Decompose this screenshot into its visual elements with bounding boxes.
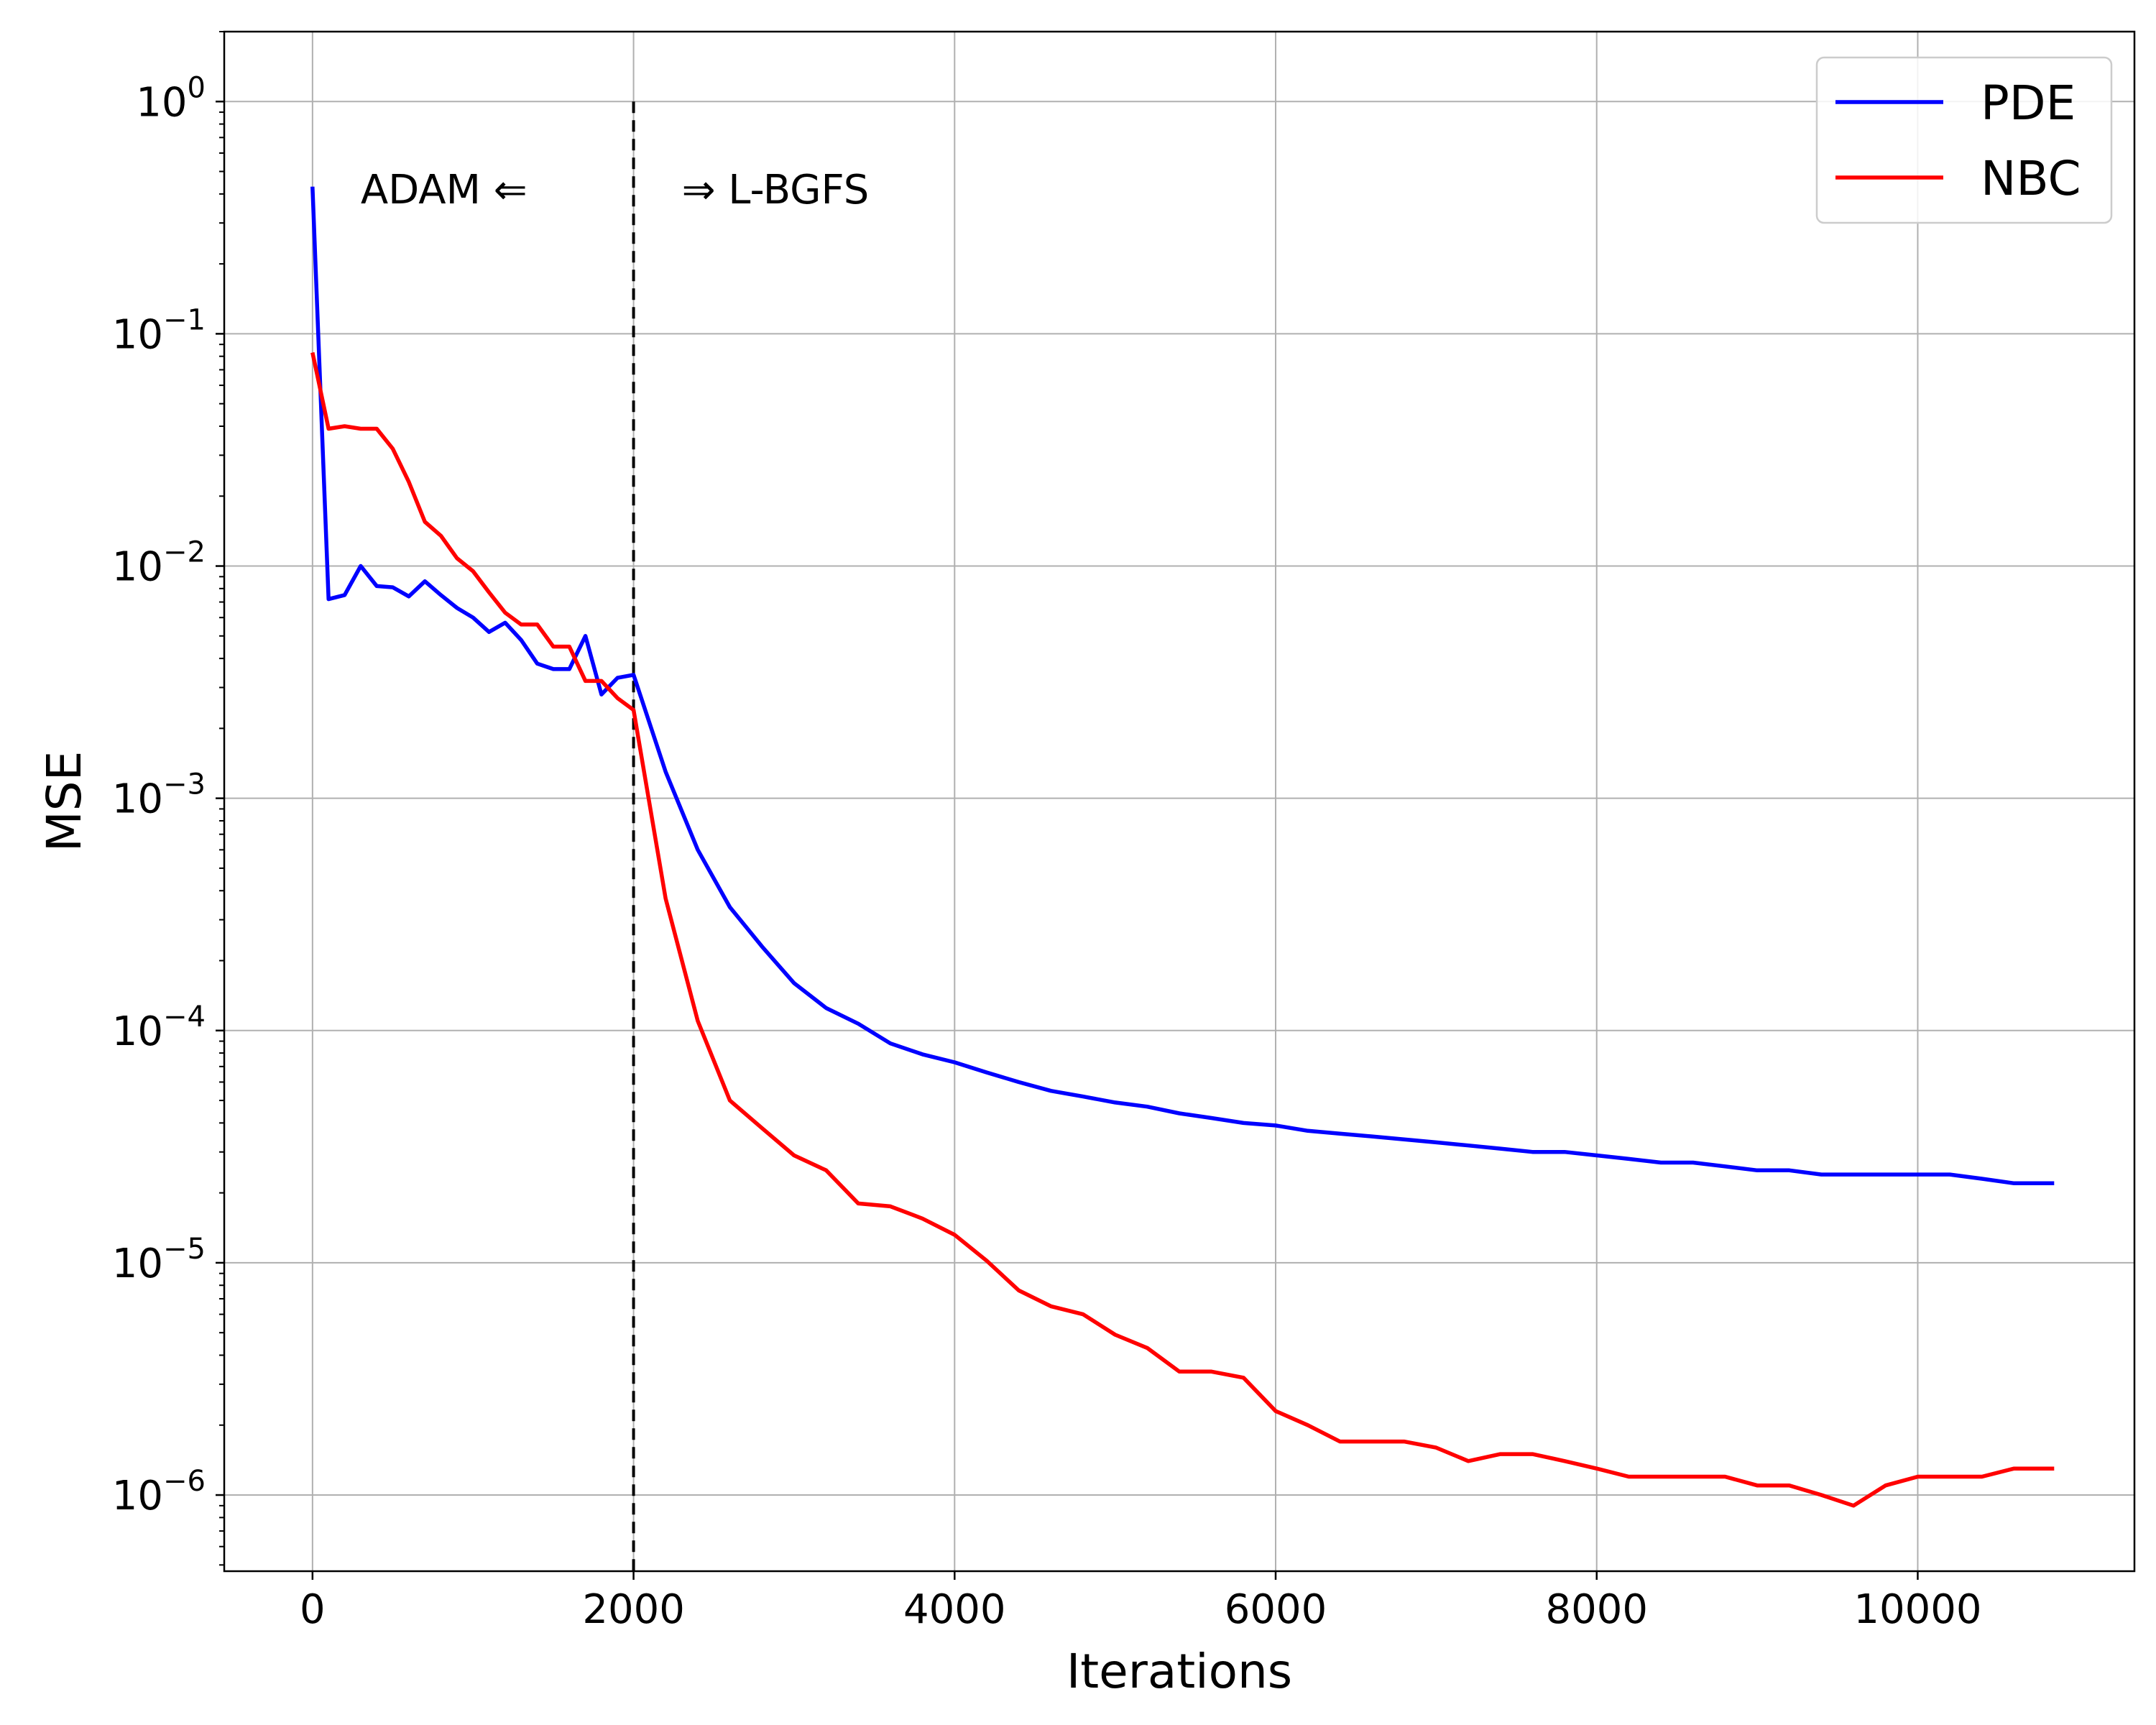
y-tick-label: 100	[136, 71, 206, 126]
x-axis-ticks: 0 2000 4000 6000 8000 10000	[300, 1571, 1982, 1633]
y-tick-exponent: −2	[163, 536, 206, 569]
y-tick-label: 10−1	[112, 303, 206, 358]
x-axis-title: Iterations	[1067, 1644, 1292, 1699]
y-tick-label: 10−2	[112, 536, 206, 591]
y-tick-base: 10	[112, 1473, 163, 1519]
legend-label-nbc: NBC	[1981, 151, 2081, 206]
y-tick-label: 10−5	[112, 1233, 206, 1287]
y-tick-base: 10	[112, 1008, 163, 1055]
y-tick-exponent: −4	[163, 1000, 206, 1034]
y-tick-exponent: 0	[188, 71, 206, 104]
y-tick-exponent: −3	[163, 768, 206, 801]
x-tick-label: 10000	[1853, 1586, 1981, 1633]
annotations: ADAM ⇐ ⇒ L-BGFS	[361, 167, 869, 213]
phase-annotation: ⇒ L-BGFS	[682, 167, 870, 213]
x-tick-label: 6000	[1225, 1586, 1327, 1633]
y-tick-exponent: −6	[163, 1465, 206, 1498]
y-tick-label: 10−3	[112, 768, 206, 823]
x-tick-label: 0	[300, 1586, 326, 1633]
legend-box	[1815, 56, 2113, 224]
series-line-nbc	[310, 351, 2055, 1508]
series-layer	[310, 186, 2055, 1508]
y-tick-exponent: −5	[163, 1233, 206, 1266]
x-tick-label: 4000	[903, 1586, 1006, 1633]
y-tick-base: 10	[112, 311, 163, 358]
grid	[224, 32, 2134, 1571]
series-line-pde	[310, 186, 2055, 1186]
y-tick-base: 10	[112, 544, 163, 591]
y-tick-base: 10	[112, 1241, 163, 1287]
plot-frame	[223, 30, 2136, 1573]
x-tick-label: 8000	[1545, 1586, 1648, 1633]
legend-label-pde: PDE	[1981, 75, 2076, 131]
y-tick-label: 10−6	[112, 1465, 206, 1519]
y-axis-title: MSE	[37, 751, 92, 852]
y-tick-exponent: −1	[163, 303, 206, 336]
phase-annotation: ADAM ⇐	[361, 167, 528, 213]
y-minor-ticks	[219, 31, 224, 1566]
x-tick-label: 2000	[582, 1586, 685, 1633]
y-tick-base: 10	[112, 776, 163, 823]
y-tick-base: 10	[136, 79, 187, 126]
legend: PDE NBC	[1815, 56, 2113, 224]
y-tick-label: 10−4	[112, 1000, 206, 1055]
